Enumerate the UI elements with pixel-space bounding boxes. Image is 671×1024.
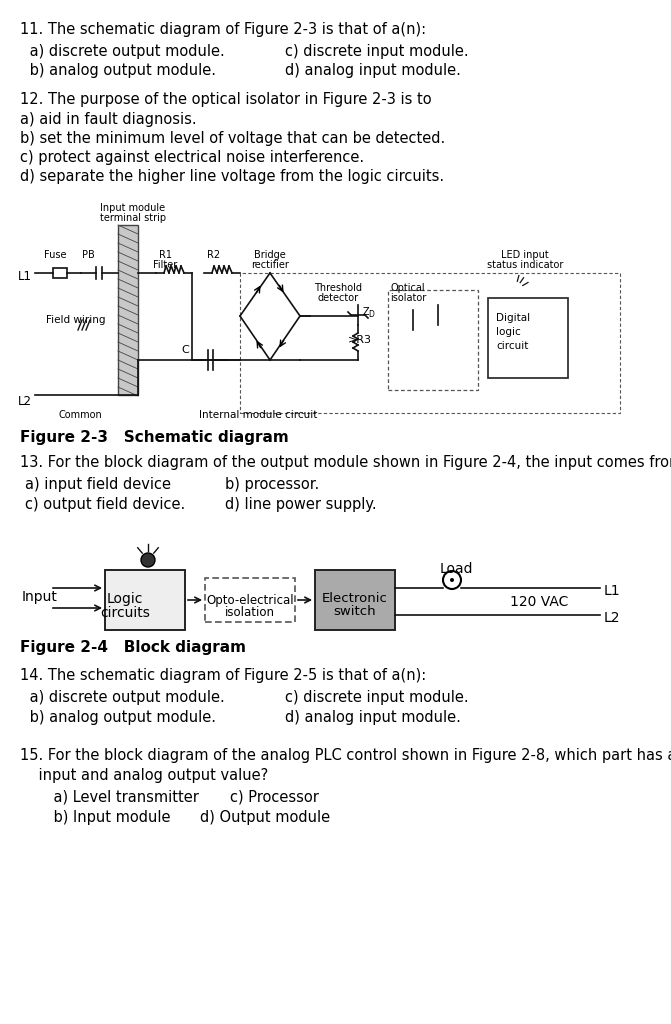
Text: b) set the minimum level of voltage that can be detected.: b) set the minimum level of voltage that…: [20, 131, 446, 146]
Polygon shape: [351, 305, 365, 315]
Text: d) line power supply.: d) line power supply.: [225, 497, 376, 512]
Text: L2: L2: [18, 395, 32, 408]
Bar: [105, 570, 185, 630]
Circle shape: [450, 578, 454, 582]
Polygon shape: [403, 310, 413, 330]
Polygon shape: [438, 305, 448, 325]
Text: terminal strip: terminal strip: [100, 213, 166, 223]
Text: logic: logic: [496, 327, 521, 337]
Text: R2: R2: [207, 250, 221, 260]
Text: circuits: circuits: [100, 606, 150, 620]
Circle shape: [141, 553, 155, 567]
Text: Optical: Optical: [391, 283, 425, 293]
Text: 120 VAC: 120 VAC: [510, 595, 568, 609]
Text: c) output field device.: c) output field device.: [25, 497, 185, 512]
Text: Logic: Logic: [107, 592, 143, 606]
Bar: [488, 298, 568, 378]
Text: a) discrete output module.: a) discrete output module.: [25, 690, 225, 705]
Bar: [315, 570, 395, 630]
Text: 15. For the block diagram of the analog PLC control shown in Figure 2-8, which p: 15. For the block diagram of the analog …: [20, 748, 671, 763]
Text: d) Output module: d) Output module: [200, 810, 330, 825]
Text: L2: L2: [604, 611, 621, 625]
Bar: [118, 225, 138, 395]
Text: Common: Common: [58, 410, 102, 420]
Text: Internal module circuit: Internal module circuit: [199, 410, 317, 420]
Text: D: D: [368, 310, 374, 319]
Text: Opto-electrical: Opto-electrical: [206, 594, 294, 607]
Text: status indicator: status indicator: [487, 260, 563, 270]
Text: b) Input module: b) Input module: [35, 810, 170, 825]
Text: rectifier: rectifier: [251, 260, 289, 270]
Text: 11. The schematic diagram of Figure 2-3 is that of a(n):: 11. The schematic diagram of Figure 2-3 …: [20, 22, 426, 37]
Text: Fuse: Fuse: [44, 250, 66, 260]
Text: PB: PB: [82, 250, 95, 260]
Bar: [240, 273, 620, 413]
Text: a) discrete output module.: a) discrete output module.: [25, 44, 225, 59]
Text: Threshold: Threshold: [314, 283, 362, 293]
Text: 13. For the block diagram of the output module shown in Figure 2-4, the input co: 13. For the block diagram of the output …: [20, 455, 671, 470]
Text: input and analog output value?: input and analog output value?: [20, 768, 268, 783]
Text: b) analog output module.: b) analog output module.: [25, 63, 216, 78]
Text: Load: Load: [440, 562, 474, 575]
Text: d) separate the higher line voltage from the logic circuits.: d) separate the higher line voltage from…: [20, 169, 444, 184]
Text: Electronic: Electronic: [322, 592, 388, 605]
Text: a) aid in fault diagnosis.: a) aid in fault diagnosis.: [20, 112, 197, 127]
Text: a) Level transmitter: a) Level transmitter: [35, 790, 199, 805]
Text: C: C: [181, 345, 189, 355]
Text: c) protect against electrical noise interference.: c) protect against electrical noise inte…: [20, 150, 364, 165]
Text: Figure 2-4   Block diagram: Figure 2-4 Block diagram: [20, 640, 246, 655]
Text: L1: L1: [18, 270, 32, 283]
Text: switch: switch: [333, 605, 376, 618]
Text: Input module: Input module: [101, 203, 166, 213]
Text: c) Processor: c) Processor: [230, 790, 319, 805]
Text: Filter: Filter: [153, 260, 177, 270]
Text: Digital: Digital: [496, 313, 530, 323]
Text: 14. The schematic diagram of Figure 2-5 is that of a(n):: 14. The schematic diagram of Figure 2-5 …: [20, 668, 426, 683]
Text: LED input: LED input: [501, 250, 549, 260]
Text: 12. The purpose of the optical isolator in Figure 2-3 is to: 12. The purpose of the optical isolator …: [20, 92, 431, 106]
Text: Bridge: Bridge: [254, 250, 286, 260]
Text: R1: R1: [160, 250, 172, 260]
Text: Figure 2-3   Schematic diagram: Figure 2-3 Schematic diagram: [20, 430, 289, 445]
Text: d) analog input module.: d) analog input module.: [285, 710, 461, 725]
Bar: [53, 268, 67, 278]
Text: circuit: circuit: [496, 341, 528, 351]
Text: isolation: isolation: [225, 606, 275, 618]
Text: c) discrete input module.: c) discrete input module.: [285, 44, 468, 59]
Text: c) discrete input module.: c) discrete input module.: [285, 690, 468, 705]
Text: detector: detector: [317, 293, 358, 303]
Bar: [205, 578, 295, 622]
Text: Field wiring: Field wiring: [46, 315, 105, 325]
Bar: [388, 290, 478, 390]
Text: b) processor.: b) processor.: [225, 477, 319, 492]
Text: L1: L1: [604, 584, 621, 598]
Text: b) analog output module.: b) analog output module.: [25, 710, 216, 725]
Text: a) input field device: a) input field device: [25, 477, 171, 492]
Text: d) analog input module.: d) analog input module.: [285, 63, 461, 78]
Text: >R3: >R3: [348, 335, 372, 345]
Text: isolator: isolator: [390, 293, 426, 303]
Text: Z: Z: [363, 307, 370, 317]
Text: Input: Input: [22, 590, 58, 604]
